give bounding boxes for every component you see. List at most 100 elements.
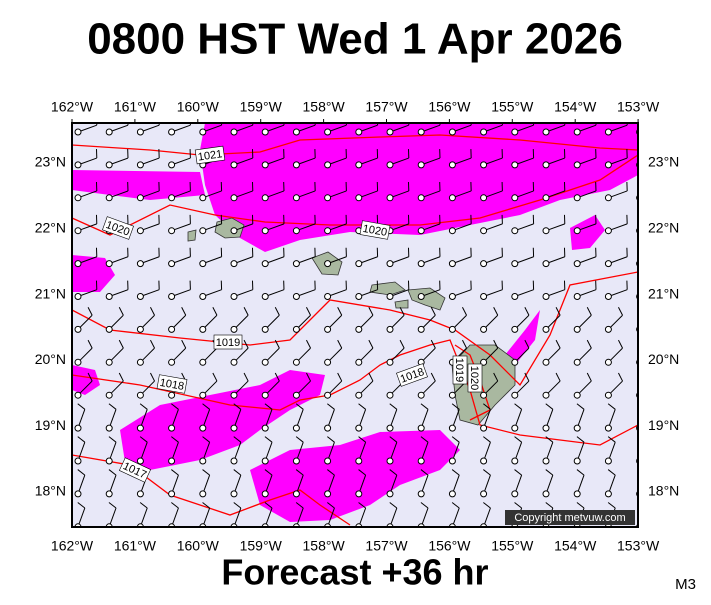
barb-station [137,162,143,168]
barb-station [262,359,268,365]
barb-feather [650,340,654,348]
barb-station [605,129,611,135]
barb-staff [640,257,659,264]
barb-staff [640,508,647,527]
isobar-label-text: 1019 [453,358,465,382]
barb-station [75,458,81,464]
barb-station [418,326,424,332]
barb-staff [640,315,654,329]
lon-label: 160°W [177,99,220,115]
barb-station [75,392,81,398]
barb-station [293,392,299,398]
barb-station [200,425,206,431]
barb-station [75,326,81,332]
forecast: Forecast +36 hr [221,552,488,593]
barb-station [387,425,393,431]
barb-station [262,261,268,267]
barb-station [481,129,487,135]
barb-station [106,195,112,201]
barb-station [356,326,362,332]
barb-station [418,261,424,267]
barb-station [543,261,549,267]
barb-station [231,458,237,464]
barb-station [75,129,81,135]
barb-station [231,392,237,398]
barb-station [481,326,487,332]
barb-station [481,261,487,267]
barb-station [543,425,549,431]
barb-station [387,326,393,332]
barb-station [169,359,175,365]
barb-station [543,491,549,497]
barb-station [293,228,299,234]
barb-station [293,326,299,332]
barb-station [356,491,362,497]
barb-station [137,491,143,497]
barb-station [543,458,549,464]
barb-station [325,491,331,497]
barb-station [231,294,237,300]
barb-station [449,162,455,168]
lon-label: 161°W [114,538,157,554]
barb-station [605,491,611,497]
lon-label: 162°W [51,538,94,554]
barb-station [418,129,424,135]
barb-station [605,425,611,431]
barb-station [169,195,175,201]
barb-station [169,491,175,497]
barb-station [106,392,112,398]
barb-station [512,425,518,431]
barb-station [574,261,580,267]
lon-label: 153°W [617,538,660,554]
barb-station [418,162,424,168]
barb-station [106,261,112,267]
barb-station [325,162,331,168]
barb-station [75,195,81,201]
barb-station [574,195,580,201]
lon-label: 159°W [240,99,283,115]
barb-station [356,359,362,365]
barb-station [106,162,112,168]
barb-station [356,195,362,201]
barb-station [543,326,549,332]
barb-station [481,195,487,201]
barb-station [137,129,143,135]
barb-station [387,491,393,497]
barb-staff [640,191,659,198]
barb-station [262,425,268,431]
lat-label: 18°N [35,483,66,499]
lat-label: 22°N [35,220,66,236]
barb-station [481,392,487,398]
isobar-label: 1020 [468,364,482,392]
barb-station [325,294,331,300]
barb-station [75,425,81,431]
barb-station [169,162,175,168]
lon-label: 154°W [554,538,597,554]
barb-station [574,326,580,332]
model: M3 [675,576,696,593]
barb-station [262,392,268,398]
barb-station [387,195,393,201]
barb-station [200,228,206,234]
barb-station [605,195,611,201]
lat-label: 19°N [648,417,679,433]
barb-station [75,491,81,497]
barb-station [200,359,206,365]
barb-station [75,162,81,168]
barb-station [512,392,518,398]
barb-station [512,195,518,201]
barb-feather [639,437,646,443]
barb-station [418,228,424,234]
barb-station [106,425,112,431]
barb-station [605,261,611,267]
barb-station [574,294,580,300]
barb-station [325,195,331,201]
lat-label: 22°N [648,220,679,236]
barb-station [169,261,175,267]
barb-station [106,326,112,332]
barb-station [605,228,611,234]
barb-station [356,129,362,135]
barb-station [200,294,206,300]
barb-station [543,228,549,234]
